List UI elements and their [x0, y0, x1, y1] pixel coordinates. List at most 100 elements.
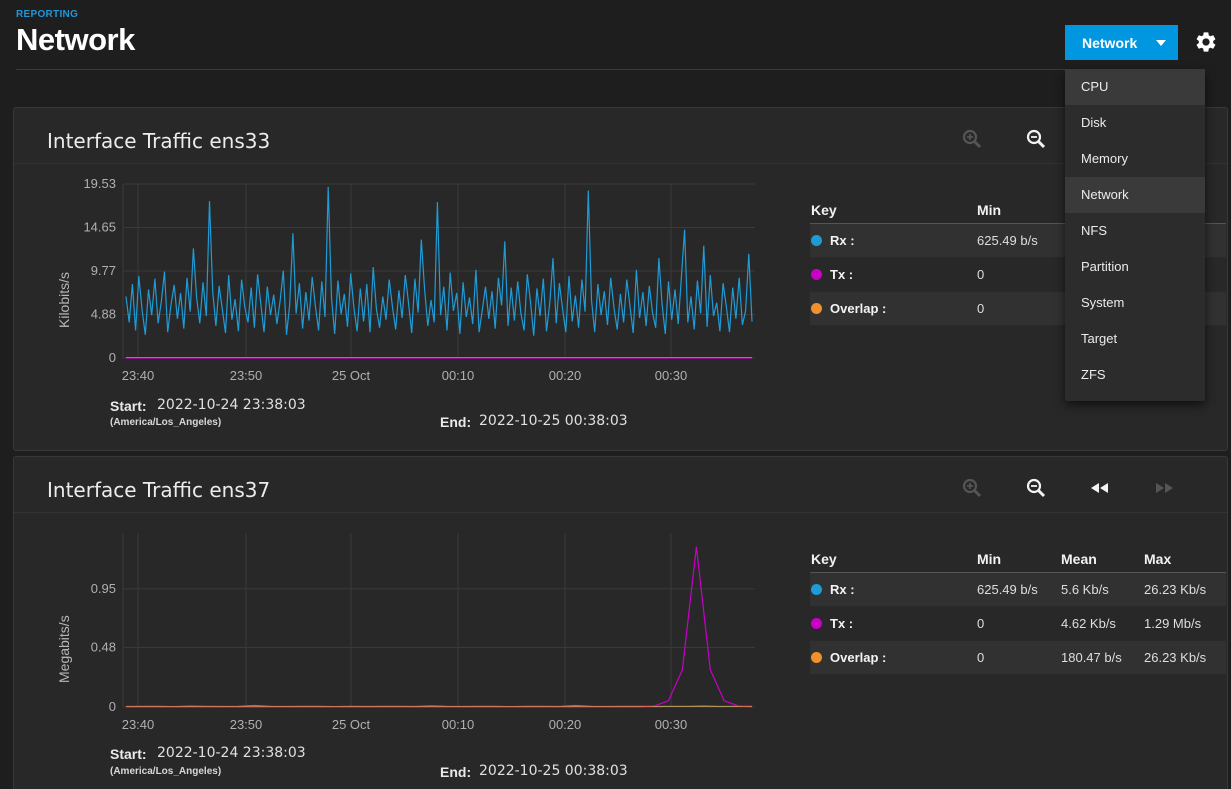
x-tick-label: 23:50	[230, 368, 263, 383]
card-divider	[14, 512, 1227, 513]
end-time: 2022-10-25 00:38:03	[479, 413, 628, 429]
legend-min: 625.49 b/s	[977, 582, 1038, 597]
timezone: (America/Los_Angeles)	[110, 417, 222, 428]
zoom-in-icon[interactable]	[959, 475, 985, 501]
legend-series-name: Rx	[830, 582, 847, 597]
legend-mean: 4.62 Kb/s	[1061, 616, 1116, 631]
report-type-value: Network	[1082, 34, 1138, 51]
x-tick-label: 23:40	[122, 717, 155, 732]
card-divider	[14, 163, 1227, 164]
menu-item-cpu[interactable]: CPU	[1065, 69, 1205, 105]
y-tick-label: 0.95	[91, 581, 116, 596]
end-time: 2022-10-25 00:38:03	[479, 763, 628, 779]
y-axis-label: Megabits/s	[56, 615, 72, 683]
legend-col-mean: Mean	[1061, 551, 1097, 567]
x-tick-label: 00:10	[442, 717, 475, 732]
card-title: Interface Traffic ens33	[47, 129, 271, 153]
legend-header: Key Min Mean Max	[810, 546, 1226, 573]
y-tick-label: 0.48	[91, 639, 116, 654]
y-tick-label: 9.77	[91, 263, 116, 278]
end-label: End:	[440, 764, 472, 780]
legend-series-name: Tx	[830, 267, 846, 282]
tx-color-dot	[811, 618, 822, 629]
start-label: Start:	[110, 746, 147, 762]
legend-max: 26.23 Kb/s	[1144, 582, 1207, 597]
caret-down-icon	[1156, 40, 1166, 46]
y-tick-label: 14.65	[83, 219, 116, 234]
legend-row-tx: Tx : 0 4.62 Kb/s 1.29 Mb/s	[810, 607, 1226, 641]
y-tick-label: 4.88	[91, 307, 116, 322]
legend-min: 0	[977, 616, 985, 631]
x-tick-label: 00:20	[549, 717, 582, 732]
report-type-menu: CPU Disk Memory Network NFS Partition Sy…	[1065, 69, 1205, 401]
x-tick-label: 25 Oct	[332, 368, 371, 383]
legend-col-key: Key	[811, 551, 837, 567]
legend-mean: 180.47 b/s	[1061, 650, 1122, 665]
zoom-out-icon[interactable]	[1023, 475, 1049, 501]
y-tick-label: 0	[109, 350, 116, 365]
card-title: Interface Traffic ens37	[47, 478, 271, 502]
rx-color-dot	[811, 235, 822, 246]
overlap-color-dot	[811, 652, 822, 663]
rewind-icon[interactable]	[1087, 475, 1113, 501]
y-tick-label: 0	[109, 699, 116, 714]
legend-series-name: Tx	[830, 616, 846, 631]
legend-col-max: Max	[1144, 551, 1172, 567]
legend-max: 26.23 Kb/s	[1144, 650, 1207, 665]
menu-item-partition[interactable]: Partition	[1081, 259, 1129, 274]
chart-card-ens33: Interface Traffic ens33 0 4.88 9.77 14.65 19…	[13, 107, 1228, 451]
legend-mean: 5.6 Kb/s	[1061, 582, 1109, 597]
legend-col-min: Min	[977, 551, 1002, 567]
legend-series-name: Rx	[830, 233, 847, 248]
x-tick-label: 00:10	[442, 368, 475, 383]
start-time: 2022-10-24 23:38:03	[157, 745, 306, 761]
start-time: 2022-10-24 23:38:03	[157, 397, 306, 413]
legend-min: 0	[977, 267, 985, 282]
legend-min: 625.49 b/s	[977, 233, 1038, 248]
menu-item-zfs[interactable]: ZFS	[1081, 367, 1106, 382]
timezone: (America/Los_Angeles)	[110, 766, 222, 777]
header-divider	[16, 69, 1197, 70]
x-tick-label: 00:30	[655, 717, 688, 732]
legend-row-overlap: Overlap : 0 180.47 b/s 26.23 Kb/s	[810, 641, 1226, 675]
menu-item-nfs[interactable]: NFS	[1081, 223, 1107, 238]
chart-card-ens37: Interface Traffic ens37 0 0.48 0.95 23:40 23…	[13, 456, 1228, 789]
legend-header: Key Min	[810, 197, 1226, 224]
y-tick-label: 19.53	[83, 176, 116, 191]
legend-series-name: Overlap	[830, 301, 879, 316]
zoom-in-icon[interactable]	[959, 126, 985, 152]
y-axis-label: Kilobits/s	[56, 271, 72, 328]
series-line-tx	[126, 546, 753, 708]
rx-color-dot	[811, 584, 822, 595]
legend-col-key: Key	[811, 202, 837, 218]
menu-item-memory[interactable]: Memory	[1081, 151, 1128, 166]
zoom-out-icon[interactable]	[1023, 126, 1049, 152]
legend-min: 0	[977, 301, 985, 316]
legend-col-min: Min	[977, 202, 1002, 218]
legend-table: Key Min Mean Max Rx : 625.49 b/s 5.6 Kb/…	[810, 546, 1226, 675]
tx-color-dot	[811, 269, 822, 280]
x-tick-label: 25 Oct	[332, 717, 371, 732]
x-tick-label: 00:30	[655, 368, 688, 383]
legend-max: 1.29 Mb/s	[1144, 616, 1202, 631]
legend-row-rx: Rx : 625.49 b/s 5.6 Kb/s 26.23 Kb/s	[810, 573, 1226, 607]
legend-min: 0	[977, 650, 985, 665]
menu-item-system[interactable]: System	[1081, 295, 1125, 310]
page-title: Network	[16, 22, 135, 57]
x-tick-label: 23:40	[122, 368, 155, 383]
x-tick-label: 00:20	[549, 368, 582, 383]
legend-series-name: Overlap	[830, 650, 879, 665]
gear-icon[interactable]	[1194, 30, 1218, 54]
series-line-rx	[125, 186, 753, 336]
traffic-chart-ens33: 0 4.88 9.77 14.65 19.53 23:40 23:50 25 Oct 00:10…	[83, 176, 755, 383]
end-label: End:	[440, 414, 472, 430]
legend-row-tx: Tx : 0	[810, 258, 1226, 292]
report-type-select[interactable]: Network	[1065, 25, 1178, 60]
menu-item-network[interactable]: Network	[1065, 177, 1205, 213]
menu-item-target[interactable]: Target	[1081, 331, 1118, 346]
x-tick-label: 23:50	[230, 717, 263, 732]
overlap-color-dot	[811, 303, 822, 314]
menu-item-disk[interactable]: Disk	[1081, 115, 1107, 130]
breadcrumb: REPORTING	[16, 9, 79, 20]
fast-forward-icon[interactable]	[1151, 475, 1177, 501]
